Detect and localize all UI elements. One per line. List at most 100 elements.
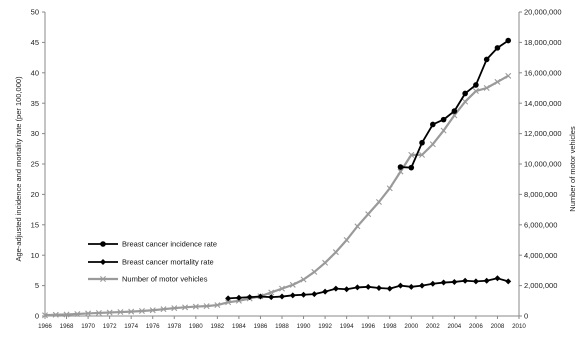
data-point: [408, 164, 415, 171]
y-tick-label: 25: [31, 160, 39, 169]
data-point: [95, 309, 102, 316]
data-point: [214, 302, 221, 309]
data-point: [235, 294, 242, 301]
x-tick-label: 1996: [361, 323, 375, 330]
data-point: [322, 259, 329, 266]
data-point: [440, 127, 447, 134]
data-point: [63, 311, 70, 318]
x-tick-label: 1968: [60, 323, 74, 330]
y-tick-label: 35: [31, 99, 39, 108]
data-point: [505, 37, 512, 44]
data-point: [375, 199, 382, 205]
x-tick-label: 1994: [340, 323, 354, 330]
data-point: [235, 297, 242, 304]
y2-tick-label: 8,000,000: [524, 190, 557, 199]
data-point: [354, 284, 361, 291]
data-point: [397, 282, 404, 289]
y-tick-label: 5: [35, 281, 39, 290]
data-point: [225, 299, 232, 306]
data-point: [375, 285, 382, 292]
data-point: [451, 108, 458, 114]
data-point: [365, 211, 372, 218]
data-point: [52, 311, 59, 318]
data-point: [138, 307, 145, 314]
data-point: [322, 288, 329, 295]
data-point: [225, 295, 232, 302]
data-point: [462, 277, 469, 284]
x-tick-label: 1970: [81, 323, 95, 330]
data-point: [386, 285, 393, 292]
y2-tick-label: 18,000,000: [524, 38, 562, 47]
x-tick-label: 1966: [38, 323, 52, 330]
y-tick-label: 0: [35, 312, 39, 321]
data-point: [268, 289, 275, 296]
data-point: [494, 45, 501, 51]
data-point: [289, 292, 296, 299]
data-point: [257, 293, 264, 300]
x-tick-label: 2000: [404, 323, 418, 330]
y2-tick-label: 2,000,000: [524, 281, 557, 290]
y-tick-label: 40: [31, 68, 39, 77]
x-tick-label: 1974: [124, 323, 138, 330]
data-point: [300, 291, 307, 298]
series-circle: [397, 37, 512, 171]
x-tick-label: 1986: [254, 323, 268, 330]
data-point: [419, 282, 426, 289]
y-tick-label: 20: [31, 190, 39, 199]
data-point: [473, 82, 479, 88]
data-point: [483, 85, 490, 91]
y2-tick-label: 0: [524, 312, 528, 321]
data-point: [117, 309, 124, 316]
data-point: [419, 151, 426, 158]
data-point: [494, 275, 501, 282]
data-point: [419, 139, 425, 146]
data-point: [300, 276, 307, 283]
data-point: [128, 308, 135, 315]
data-point: [451, 278, 458, 285]
y2-tick-label: 6,000,000: [524, 220, 557, 229]
x-tick-label: 1990: [297, 323, 311, 330]
data-point: [268, 294, 275, 301]
y2-tick-label: 14,000,000: [524, 99, 562, 108]
data-point: [430, 121, 436, 128]
data-point: [408, 283, 415, 290]
data-point: [332, 249, 339, 256]
x-tick-label: 1976: [146, 323, 160, 330]
x-tick-label: 1998: [383, 323, 397, 330]
x-tick-label: 1978: [167, 323, 181, 330]
data-point: [149, 307, 156, 314]
data-point: [354, 223, 361, 230]
data-point: [42, 312, 48, 319]
data-point: [472, 88, 479, 95]
data-point: [397, 168, 404, 175]
data-point: [462, 98, 469, 105]
data-point: [505, 72, 512, 79]
y2-tick-label: 10,000,000: [524, 160, 562, 169]
axes: 0 5 10 15 20 25 30 35 40 45 50 0 2,000,000 4,000,000 6…: [31, 8, 562, 330]
series-diamond: [225, 275, 512, 302]
y-tick-label: 15: [31, 220, 39, 229]
data-point: [100, 241, 106, 247]
x-tick-label: 2008: [491, 323, 505, 330]
data-point: [171, 305, 178, 312]
y-axis-label: Age-adjusted incidence and mortality rat…: [14, 76, 23, 262]
data-point: [182, 304, 189, 311]
y-tick-label: 45: [31, 38, 39, 47]
data-point: [429, 280, 436, 287]
x-tick-label: 2002: [426, 323, 440, 330]
y-tick-label: 50: [31, 8, 39, 17]
series-x: [42, 72, 512, 319]
x-tick-label: 2010: [512, 323, 526, 330]
legend-label: Breast cancer mortality rate: [122, 258, 214, 267]
x-tick-label: 1982: [210, 323, 224, 330]
x-tick-label: 2004: [447, 323, 461, 330]
data-point: [311, 268, 318, 275]
y2-axis-label: Number of motor vehicles: [568, 126, 577, 212]
data-point: [429, 141, 436, 148]
data-point: [386, 185, 393, 192]
series-layer: [42, 37, 512, 319]
data-point: [440, 279, 447, 286]
data-point: [483, 56, 490, 63]
data-point: [100, 259, 106, 265]
